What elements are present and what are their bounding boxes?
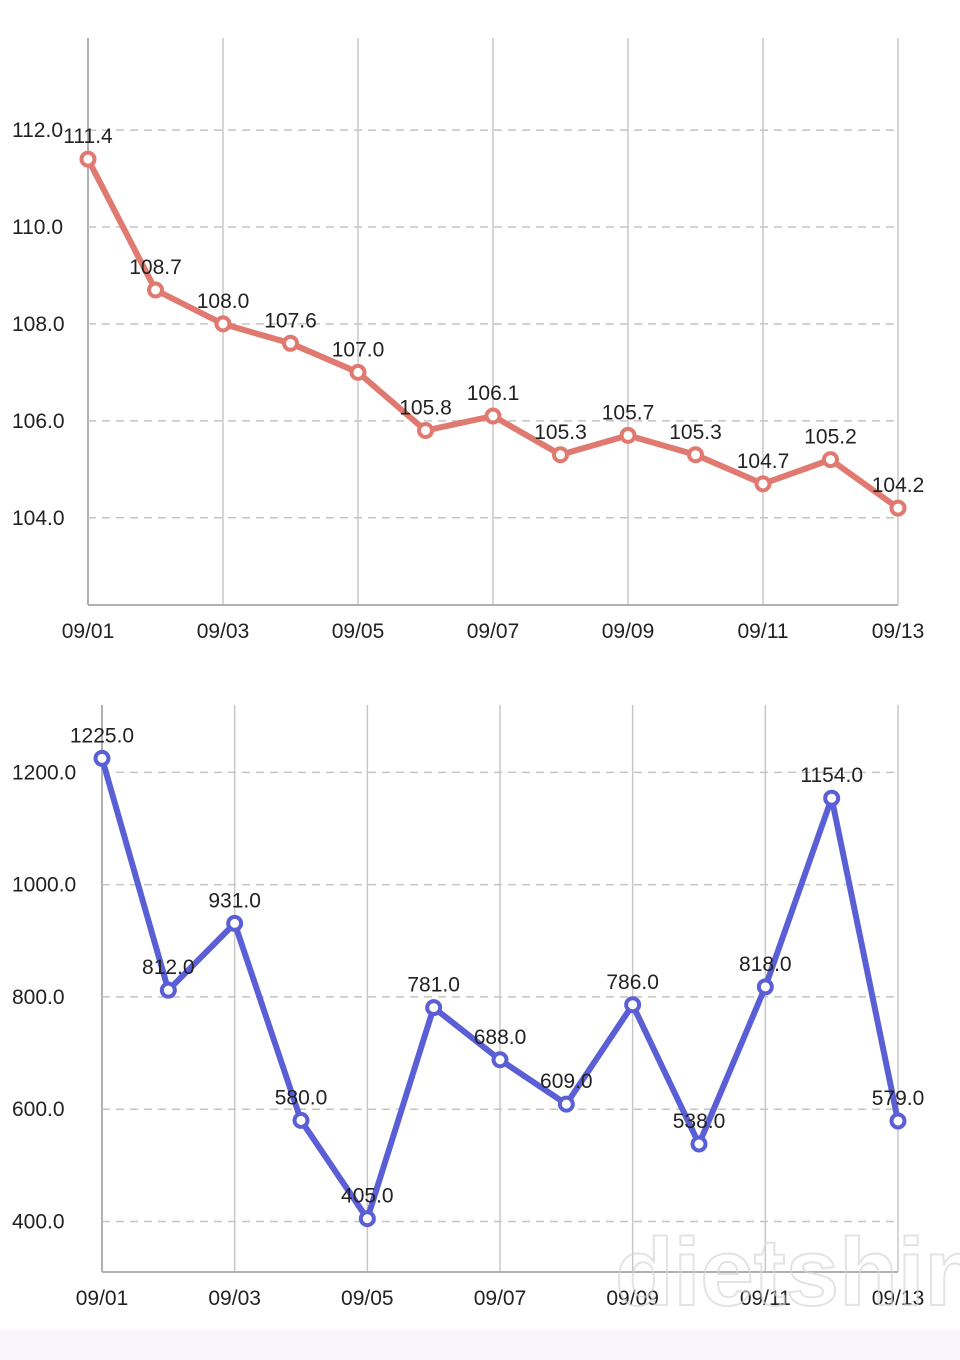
data-label: 111.4: [63, 125, 113, 148]
weight-chart: 104.0 106.0 108.0 110.0 112.0 09/01 09/03 09/05…: [12, 38, 925, 643]
data-point: [93, 749, 111, 767]
y-tick-label: 400.0: [12, 1210, 65, 1233]
data-label: 538.0: [673, 1110, 726, 1133]
data-label: 818.0: [739, 953, 792, 976]
data-label: 931.0: [208, 889, 261, 912]
data-point: [823, 789, 841, 807]
data-point: [619, 426, 637, 444]
data-label: 106.1: [467, 382, 520, 405]
y-tick-label: 800.0: [12, 986, 65, 1009]
data-point: [484, 407, 502, 425]
data-label: 609.0: [540, 1070, 593, 1093]
data-point: [417, 422, 434, 440]
y-tick-label: 600.0: [12, 1098, 65, 1121]
data-label: 1154.0: [800, 764, 863, 787]
data-label: 1225.0: [70, 724, 134, 747]
data-label: 107.6: [264, 309, 317, 332]
x-tick-label: 09/01: [62, 620, 115, 643]
data-point: [552, 446, 569, 464]
data-label: 105.2: [804, 426, 857, 449]
data-point: [358, 1210, 376, 1228]
data-label: 781.0: [407, 974, 460, 997]
data-point: [690, 1135, 708, 1153]
data-label: 580.0: [275, 1086, 328, 1109]
data-label: 104.2: [872, 474, 925, 497]
data-label: 105.3: [534, 421, 587, 444]
data-point: [491, 1051, 509, 1069]
data-point: [889, 499, 907, 517]
data-label: 104.7: [737, 450, 790, 473]
x-tick-label: 09/05: [332, 620, 385, 643]
data-point: [624, 996, 642, 1014]
data-point: [822, 451, 839, 469]
x-tick-label: 09/09: [602, 620, 655, 643]
data-point: [292, 1111, 310, 1129]
data-label: 108.7: [129, 256, 182, 279]
data-label: 812.0: [142, 956, 195, 979]
y-tick-label: 110.0: [12, 216, 63, 239]
y-tick-label: 1000.0: [12, 874, 76, 897]
data-label: 579.0: [872, 1087, 925, 1110]
data-point: [687, 446, 704, 464]
x-tick-label: 09/07: [467, 620, 520, 643]
data-point: [79, 150, 97, 168]
data-point: [754, 475, 772, 493]
data-label: 107.0: [332, 338, 385, 361]
data-label: 108.0: [197, 290, 250, 313]
data-point: [756, 978, 774, 996]
y-tick-label: 106.0: [12, 410, 65, 433]
x-tick-label: 09/09: [606, 1287, 659, 1310]
x-tick-label: 09/03: [197, 620, 250, 643]
data-point: [425, 999, 443, 1017]
x-tick-label: 09/07: [474, 1287, 527, 1310]
x-tick-label: 09/11: [738, 620, 789, 643]
data-label: 105.8: [399, 397, 452, 420]
bottom-strip: [0, 1330, 960, 1360]
data-label: 105.7: [602, 401, 655, 424]
y-tick-label: 112.0: [12, 119, 63, 142]
x-tick-label: 09/01: [76, 1287, 129, 1310]
data-point: [159, 981, 177, 999]
x-tick-label: 09/13: [872, 620, 925, 643]
y-tick-label: 1200.0: [12, 761, 76, 784]
data-label: 405.0: [341, 1185, 394, 1208]
data-point: [214, 315, 232, 333]
data-point: [557, 1095, 575, 1113]
data-point: [889, 1112, 907, 1130]
data-label: 105.3: [669, 421, 722, 444]
x-tick-label: 09/11: [740, 1287, 791, 1310]
data-point: [226, 914, 244, 932]
data-label: 786.0: [606, 971, 659, 994]
data-label: 688.0: [474, 1026, 527, 1049]
y-tick-label: 108.0: [12, 313, 65, 336]
x-tick-label: 09/13: [872, 1287, 925, 1310]
data-point: [349, 363, 367, 381]
calorie-chart: 400.0 600.0 800.0 1000.0 1200.0 09/01 09/03 09/…: [12, 705, 925, 1310]
x-tick-label: 09/03: [208, 1287, 261, 1310]
y-tick-label: 104.0: [12, 507, 65, 530]
data-point: [147, 281, 164, 299]
data-point: [282, 334, 299, 352]
x-tick-label: 09/05: [341, 1287, 394, 1310]
